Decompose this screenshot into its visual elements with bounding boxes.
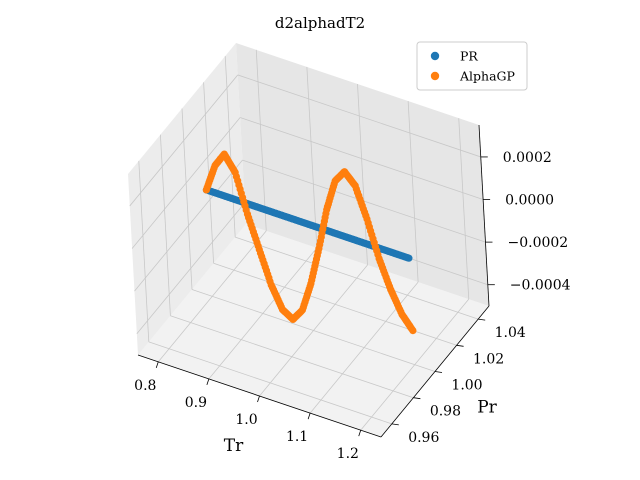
y-tick-mark (478, 318, 486, 321)
x-tick-mark (257, 395, 260, 403)
grid-line (148, 341, 392, 425)
grid-line (239, 117, 484, 200)
data-point (405, 254, 413, 262)
grid-line (203, 82, 214, 264)
axis-ticks: 0.8 0.9 1.0 1.1 1.2 0.96 0.98 1.00 1.02 1.04 −0.00… (134, 150, 570, 462)
y-tick-mark (413, 397, 421, 400)
z-tick-label: −0.0004 (510, 278, 571, 294)
x-tick-mark (358, 430, 362, 437)
z-axis-line (478, 124, 490, 307)
y-axis-label: Pr (477, 398, 497, 418)
grid-line (224, 56, 236, 238)
y-tick-mark (391, 423, 399, 426)
y-tick-mark (456, 344, 464, 347)
z-tick-label: 0.0002 (503, 150, 552, 166)
y-tick-mark (434, 371, 443, 373)
grid-line (357, 83, 368, 266)
chart-title: d2alphadT2 (275, 14, 365, 32)
y-tick-label: 1.04 (495, 325, 526, 341)
grid-line (138, 160, 150, 342)
grid-line (255, 49, 267, 231)
x-tick-mark (155, 361, 159, 368)
x-tick-mark (307, 412, 311, 420)
legend-box (416, 41, 528, 91)
legend-entry-alphagp: AlphaGP (459, 69, 515, 84)
legend: PR AlphaGP (416, 41, 528, 91)
grid-line (407, 101, 419, 283)
grid-line (306, 66, 318, 248)
grid-line (131, 117, 241, 249)
x-axis-label: Tr (224, 436, 244, 456)
series-alphagp (202, 150, 417, 335)
series-layer (202, 150, 417, 335)
grid-line (129, 74, 239, 207)
grid-line (136, 202, 246, 334)
grid-line (181, 108, 193, 290)
data-point (409, 327, 417, 335)
y-tick-label: 0.98 (430, 404, 461, 420)
legend-marker (430, 71, 440, 81)
grid-line (134, 159, 243, 292)
legend-marker (430, 51, 440, 61)
grid-line (191, 289, 436, 372)
x-tick-label: 1.2 (337, 446, 359, 462)
x-tick-label: 1.1 (286, 429, 308, 445)
y-tick-label: 1.02 (473, 351, 504, 367)
x-tick-label: 0.9 (185, 395, 207, 411)
grid-line (160, 134, 171, 316)
x-tick-mark (206, 378, 210, 386)
grid-line (458, 118, 470, 300)
y-tick-label: 0.96 (408, 430, 439, 446)
x-tick-label: 1.0 (235, 412, 257, 428)
grid-line (170, 315, 414, 399)
grid-line (235, 236, 479, 320)
legend-entry-pr: PR (460, 49, 478, 64)
z-tick-label: −0.0002 (508, 235, 569, 251)
x-tick-label: 0.8 (134, 378, 156, 394)
z-tick-label: 0.0000 (505, 193, 554, 209)
y-tick-label: 1.00 (451, 378, 482, 394)
grid-line (237, 74, 481, 158)
